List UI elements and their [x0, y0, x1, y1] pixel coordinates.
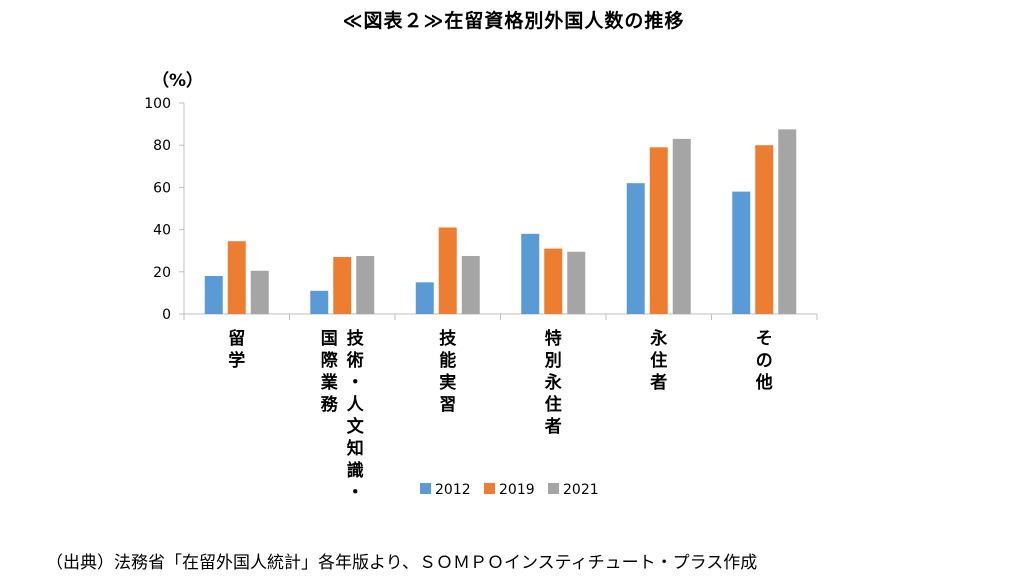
- category-label-char: 識: [347, 460, 364, 481]
- bar-2012-1: [204, 276, 223, 314]
- bar-2021-2: [356, 255, 375, 314]
- bar-chart: 020406080100（%）留学技術・人文知識・国際業務技能実習特別永住者永住…: [144, 70, 818, 503]
- bar-2019-2: [333, 257, 352, 314]
- category-label-char: 業: [321, 372, 338, 393]
- legend-label-2021: 2021: [563, 482, 599, 498]
- category-label-char: 住: [650, 350, 667, 371]
- category-label-char: 知: [346, 438, 364, 459]
- y-axis-unit-label: （%）: [152, 70, 203, 91]
- bar-2021-1: [250, 270, 269, 314]
- category-label-char: 永: [544, 372, 562, 393]
- legend-swatch-2021: [548, 483, 559, 494]
- category-label-char: 留: [228, 328, 245, 349]
- category-label-char: 別: [544, 351, 562, 371]
- bar-2021-5: [672, 138, 691, 314]
- category-label-char: ・: [347, 483, 364, 503]
- category-label-char: 者: [649, 372, 667, 393]
- category-label-char: 術: [346, 350, 364, 371]
- bar-2019-6: [755, 145, 774, 314]
- category-label-char: 住: [545, 394, 562, 415]
- bar-2021-4: [567, 251, 586, 314]
- category-label-char: 永: [649, 328, 667, 349]
- legend-label-2019: 2019: [499, 482, 535, 498]
- y-tick-label: 40: [153, 223, 171, 239]
- y-tick-label: 20: [153, 265, 171, 281]
- bar-2019-5: [649, 147, 668, 314]
- y-tick-label: 100: [144, 96, 171, 112]
- category-label-char: 技: [439, 328, 457, 349]
- category-label-char: 文: [347, 416, 365, 437]
- y-tick-label: 60: [153, 180, 171, 196]
- category-label-char: 学: [228, 350, 245, 371]
- source-note: （出典）法務省「在留外国人統計」各年版より、ＳＯＭＰＯインスティチュート・プラス…: [46, 553, 758, 573]
- bar-2021-6: [778, 129, 797, 314]
- bar-2012-5: [626, 183, 645, 314]
- category-label-char: 人: [347, 395, 365, 415]
- category-label-char: 習: [439, 395, 456, 415]
- bar-2012-6: [732, 191, 751, 314]
- category-label-char: 実: [439, 372, 456, 393]
- category-label-char: 国: [321, 329, 338, 349]
- category-label-char: 能: [439, 350, 456, 371]
- chart-title: ≪図表２≫在留資格別外国人数の推移: [342, 10, 685, 32]
- legend-swatch-2019: [484, 483, 495, 494]
- y-tick-label: 80: [153, 138, 171, 154]
- category-label-char: の: [756, 351, 773, 371]
- y-tick-label: 0: [162, 307, 171, 323]
- legend-label-2012: 2012: [435, 482, 471, 498]
- bar-2021-3: [461, 255, 480, 314]
- category-label-char: 務: [321, 394, 339, 415]
- category-label-char: 際: [321, 350, 339, 371]
- category-label-char: 者: [544, 416, 562, 437]
- bar-2019-4: [544, 248, 563, 314]
- bar-2019-3: [438, 227, 457, 314]
- legend-swatch-2012: [420, 483, 431, 494]
- bar-2012-2: [310, 290, 329, 314]
- bar-2012-4: [521, 233, 540, 314]
- bar-2012-3: [415, 282, 434, 314]
- category-label-char: 特: [545, 328, 562, 349]
- category-label-char: 他: [755, 372, 773, 393]
- category-label-char: ・: [347, 373, 364, 393]
- category-label-char: 技: [347, 328, 365, 349]
- bar-2019-1: [227, 241, 246, 314]
- category-label-char: そ: [756, 329, 773, 349]
